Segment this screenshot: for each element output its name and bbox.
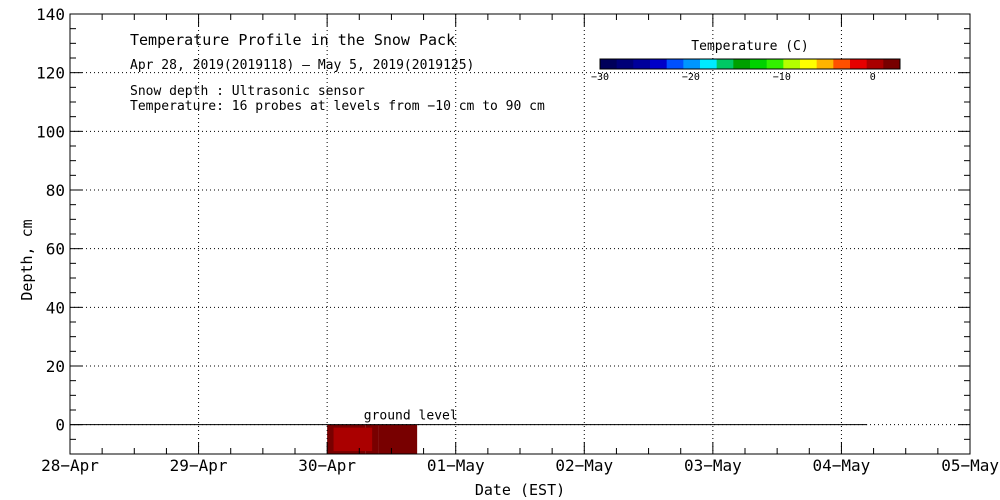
y-tick-labels: 0 20 40 60 80 100 120 140 (36, 5, 65, 435)
colorbar-swatch (666, 59, 684, 69)
x-axis-label: Date (EST) (475, 481, 565, 499)
y-tick-label: 140 (36, 5, 65, 24)
colorbar-swatch (650, 59, 668, 69)
y-tick-label: 80 (46, 181, 65, 200)
heat-cell (378, 424, 418, 454)
colorbar-swatch (800, 59, 818, 69)
ground-level-label: ground level (364, 409, 458, 424)
snow-depth-info: Snow depth : Ultrasonic sensor (130, 84, 365, 99)
colorbar-title: Temperature (C) (691, 39, 808, 54)
x-tick-label: 01−May (427, 456, 485, 475)
date-range-subtitle: Apr 28, 2019(2019118) — May 5, 2019(2019… (130, 58, 474, 73)
x-tick-labels: 28−Apr 29−Apr 30−Apr 01−May 02−May 03−May 04−M… (41, 456, 999, 475)
temperature-probes-info: Temperature: 16 probes at levels from −1… (130, 99, 545, 114)
colorbar-frame (599, 58, 901, 70)
x-tick-label: 30−Apr (298, 456, 356, 475)
colorbar-swatch (600, 59, 618, 69)
plot-frame (69, 13, 971, 455)
colorbar-swatch (683, 59, 701, 69)
colorbar-tick-labels: −30 −20 −10 0 (591, 72, 876, 83)
colorbar-swatch (833, 59, 851, 69)
heatmap-layer (327, 424, 418, 454)
colorbar-swatch (850, 59, 868, 69)
x-tick-label: 29−Apr (170, 456, 228, 475)
grid-lines (70, 14, 970, 454)
heat-cell (340, 436, 366, 449)
colorbar-swatch (783, 59, 801, 69)
colorbar-swatch (750, 59, 768, 69)
colorbar-swatch (633, 59, 651, 69)
colorbar-tick-label: 0 (870, 72, 876, 83)
x-tick-label: 28−Apr (41, 456, 99, 475)
y-tick-label: 100 (36, 122, 65, 141)
chart-title: Temperature Profile in the Snow Pack (130, 31, 455, 49)
y-tick-label: 20 (46, 357, 65, 376)
y-tick-label: 40 (46, 298, 65, 317)
colorbar-swatch (816, 59, 834, 69)
x-tick-label: 04−May (813, 456, 871, 475)
colorbar-tick-label: −10 (773, 72, 791, 83)
colorbar-swatch (716, 59, 734, 69)
colorbar-swatch (866, 59, 884, 69)
colorbar-tick-label: −20 (682, 72, 700, 83)
y-tick-label: 0 (55, 416, 65, 435)
temperature-colorbar (599, 58, 901, 70)
x-tick-label: 02−May (555, 456, 613, 475)
x-tick-label: 03−May (684, 456, 742, 475)
colorbar-swatch (700, 59, 718, 69)
x-tick-label: 05−May (941, 456, 999, 475)
colorbar-swatch (616, 59, 634, 69)
colorbar-tick-label: −30 (591, 72, 609, 83)
y-tick-label: 120 (36, 64, 65, 83)
y-tick-label: 60 (46, 240, 65, 259)
colorbar-swatch (733, 59, 751, 69)
colorbar-swatch (766, 59, 784, 69)
colorbar-swatch (883, 59, 901, 69)
y-axis-label: Depth, cm (18, 219, 36, 300)
